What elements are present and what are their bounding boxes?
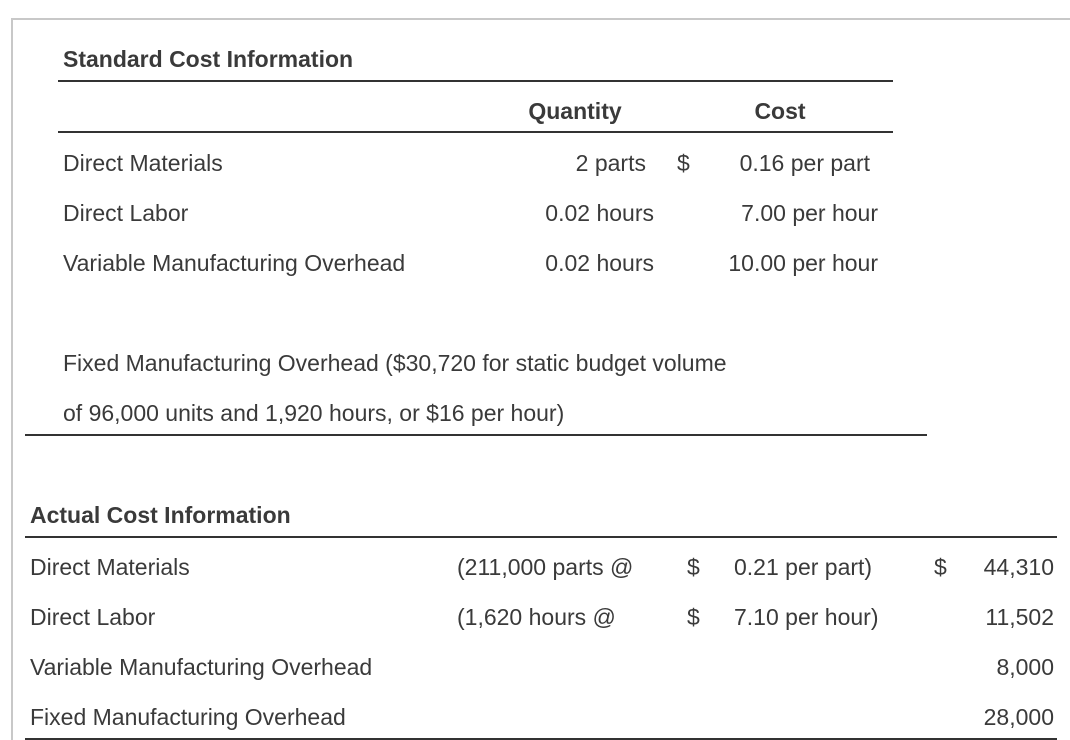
cost: 7.00 per hour bbox=[741, 200, 878, 226]
frame-top bbox=[11, 18, 1070, 20]
cost: 0.16 per part bbox=[739, 150, 870, 176]
row-label: Variable Manufacturing Overhead bbox=[30, 654, 373, 680]
column-header: Quantity bbox=[528, 98, 622, 124]
rule bbox=[25, 738, 1057, 740]
total: 44,310 bbox=[983, 554, 1054, 580]
quantity: 0.02 hours bbox=[545, 200, 654, 226]
row-label: Direct Labor bbox=[30, 604, 156, 630]
note: Fixed Manufacturing Overhead ($30,720 fo… bbox=[63, 350, 727, 376]
cost: 10.00 per hour bbox=[728, 250, 878, 276]
detail: (1,620 hours @ bbox=[457, 604, 616, 630]
currency: $ bbox=[677, 150, 690, 176]
detail: (211,000 parts @ bbox=[457, 554, 634, 580]
total: 28,000 bbox=[983, 704, 1054, 730]
section-title: Actual Cost Information bbox=[30, 502, 291, 528]
row-label: Direct Materials bbox=[63, 150, 223, 176]
quantity: 0.02 hours bbox=[545, 250, 654, 276]
rate: 7.10 per hour) bbox=[734, 604, 879, 630]
frame-left bbox=[11, 18, 13, 740]
quantity: 2 parts bbox=[575, 150, 646, 176]
currency: $ bbox=[687, 604, 700, 630]
section-title: Standard Cost Information bbox=[63, 46, 354, 72]
column-header: Cost bbox=[754, 98, 806, 124]
rate: 0.21 per part) bbox=[734, 554, 873, 580]
row-label: Variable Manufacturing Overhead bbox=[63, 250, 406, 276]
row-label: Direct Materials bbox=[30, 554, 190, 580]
rule bbox=[25, 536, 1057, 538]
currency: $ bbox=[934, 554, 947, 580]
row-label: Fixed Manufacturing Overhead bbox=[30, 704, 346, 730]
rule bbox=[58, 80, 893, 82]
rule bbox=[25, 434, 927, 436]
total: 8,000 bbox=[996, 654, 1054, 680]
total: 11,502 bbox=[985, 604, 1054, 630]
currency: $ bbox=[687, 554, 700, 580]
row-label: Direct Labor bbox=[63, 200, 189, 226]
note: of 96,000 units and 1,920 hours, or $16 … bbox=[63, 400, 565, 426]
rule bbox=[58, 131, 893, 133]
